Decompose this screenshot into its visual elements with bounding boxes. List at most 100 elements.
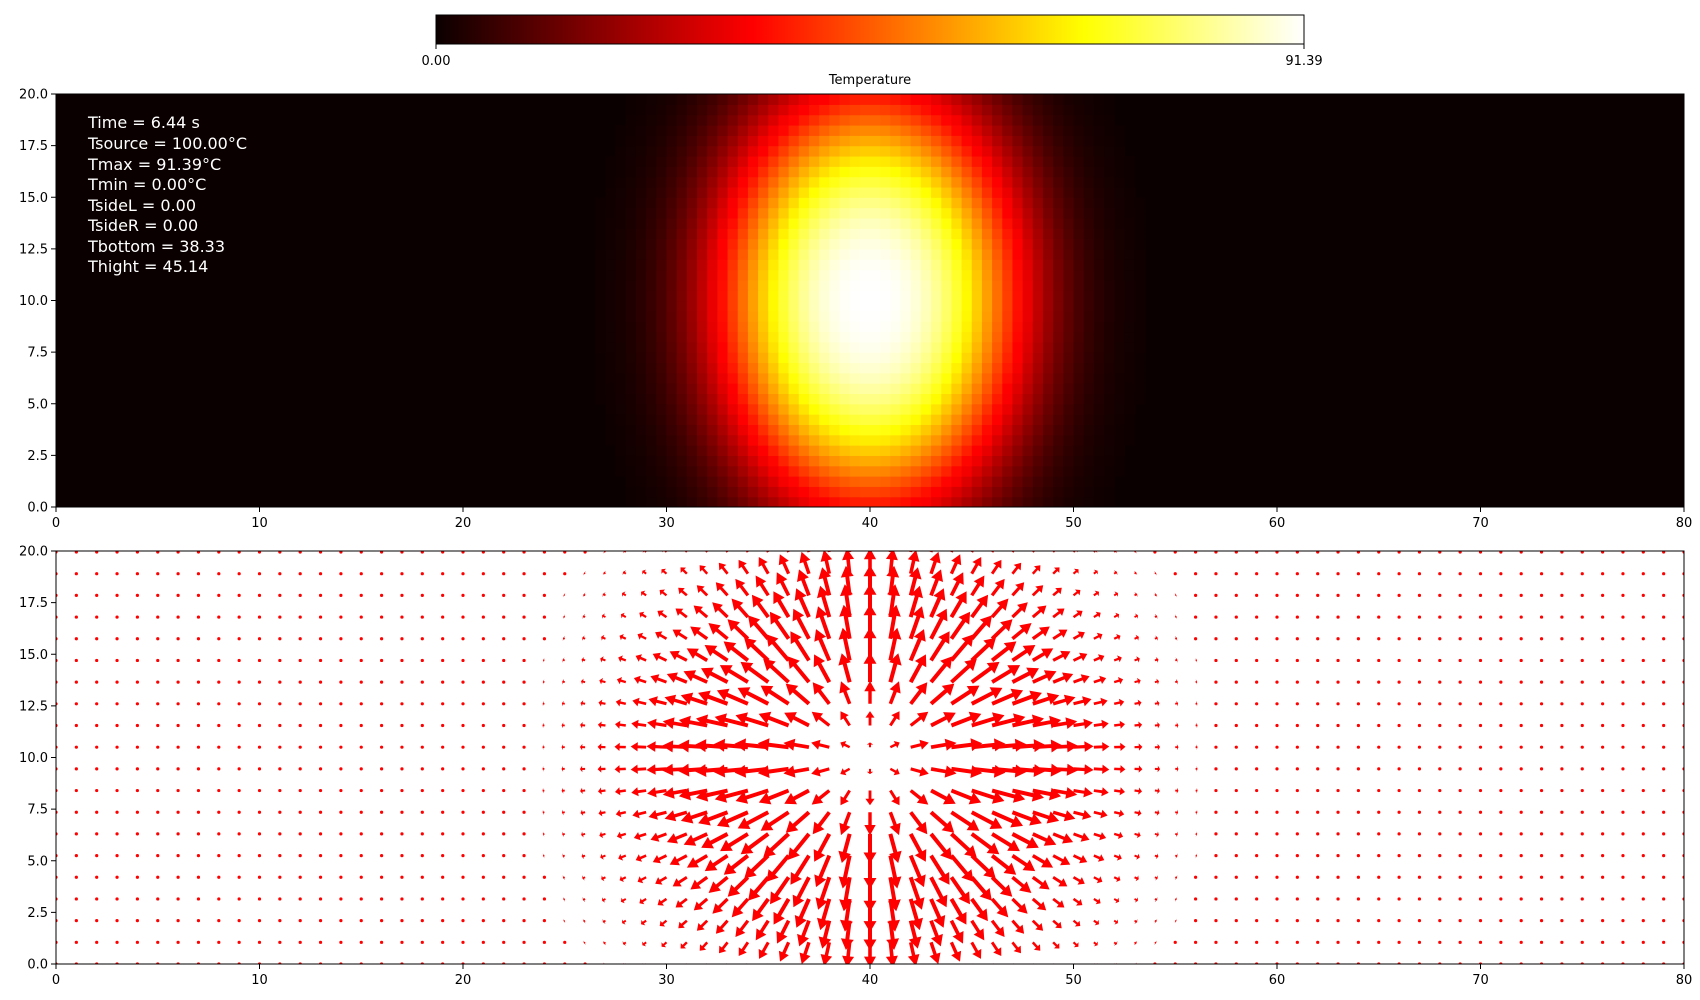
heatmap-cell [931, 300, 942, 312]
heatmap-cell [910, 496, 922, 507]
quiver-arrow [715, 919, 729, 934]
heatmap-cell [1002, 455, 1014, 467]
quiver-arrow [680, 567, 688, 575]
heatmap-cell [615, 279, 627, 291]
heatmap-cell [788, 248, 800, 260]
heatmap-cell [839, 248, 851, 260]
annotation-box: Time = 6.44 s Tsource = 100.00°C Tmax = … [87, 113, 247, 276]
heatmap-cell [697, 362, 708, 374]
heatmap-cell [646, 352, 657, 364]
heatmap-cell [1053, 321, 1064, 333]
heatmap-cell [941, 383, 953, 395]
heatmap-cell [707, 259, 718, 271]
quiver-arrow [737, 687, 770, 706]
heatmap-cell [849, 424, 861, 436]
heatmap-cell [1093, 486, 1105, 498]
heatmap-cell [1104, 383, 1115, 395]
heatmap-cell [890, 393, 902, 405]
quiver-arrow [683, 670, 708, 684]
heatmap-cell [625, 186, 637, 198]
heatmap-cell [900, 104, 912, 116]
heatmap-cell [798, 145, 810, 157]
quiver-dot [176, 637, 180, 641]
quiver-dot [522, 832, 526, 836]
quiver-arrow [1114, 765, 1126, 774]
heatmap-cell [870, 176, 881, 188]
heatmap-cell [595, 279, 607, 291]
heatmap-cell [971, 372, 983, 384]
heatmap-cell [1053, 331, 1064, 343]
heatmap-cell [1073, 290, 1085, 302]
quiver-dot [74, 810, 78, 814]
heatmap-cell [1083, 393, 1095, 405]
heatmap-cell [1053, 145, 1064, 157]
quiver-arrow [929, 551, 941, 575]
heatmap-cell [778, 445, 790, 456]
quiver-dot [481, 637, 485, 641]
heatmap-cell [1032, 383, 1044, 395]
heatmap-cell [1073, 445, 1085, 456]
heatmap-cell [920, 331, 932, 343]
heatmap-cell [666, 496, 678, 507]
heatmap-cell [605, 166, 617, 178]
quiver-dot [1316, 940, 1320, 944]
quiver-dot [522, 788, 526, 793]
heatmap-cell [859, 341, 871, 353]
quiver-dot [1356, 723, 1360, 728]
quiver-dot [1316, 551, 1320, 554]
heatmap-cell [1073, 114, 1085, 126]
heatmap-cell [1114, 465, 1125, 477]
heatmap-cell [1083, 197, 1095, 209]
quiver-dot [1438, 745, 1442, 749]
heatmap-cell [859, 383, 871, 395]
quiver-arrow [971, 963, 974, 964]
quiver-dot [135, 572, 139, 576]
quiver-arrow [889, 789, 900, 806]
heatmap-cell [1032, 476, 1044, 487]
quiver-dot [1560, 658, 1564, 663]
quiver-dot [196, 637, 201, 641]
heatmap-cell [839, 362, 851, 374]
quiver-dot [481, 702, 485, 706]
heatmap-cell [870, 321, 881, 333]
quiver-dot [502, 551, 506, 554]
heatmap-cell [758, 300, 769, 312]
heatmap-cell [1093, 279, 1105, 291]
heatmap-cell [1063, 300, 1075, 312]
heatmap-cell [1124, 414, 1136, 425]
heatmap-cell [931, 94, 942, 105]
quiver-arrow [1011, 919, 1025, 934]
heatmap-cell [625, 155, 637, 167]
heatmap-cell [646, 238, 657, 250]
heatmap-cell [849, 362, 861, 374]
heatmap-cell [747, 393, 759, 405]
y-tick-label: 20.0 [19, 545, 48, 560]
heatmap-cell [961, 341, 973, 353]
quiver-arrow [1175, 766, 1179, 772]
heatmap-cell [676, 434, 688, 446]
heatmap-cell [951, 135, 963, 147]
heatmap-cell [1053, 455, 1064, 467]
heatmap-cell [981, 434, 993, 446]
quiver-dot [156, 637, 160, 641]
quiver-dot [1295, 572, 1299, 576]
heatmap-cell [737, 372, 749, 384]
quiver-dot [156, 810, 160, 814]
heatmap-cell [666, 248, 678, 260]
heatmap-cell [839, 352, 851, 364]
quiver-arrow [580, 722, 586, 729]
quiver-dot [1458, 919, 1462, 923]
quiver-dot [339, 551, 343, 554]
heatmap-cell [819, 476, 830, 487]
heatmap-cell [676, 197, 688, 209]
quiver-dot [1601, 788, 1605, 793]
heatmap-cell [646, 476, 657, 487]
heatmap-cell [961, 155, 973, 167]
heatmap-cell [992, 362, 1003, 374]
heatmap-cell [788, 176, 800, 188]
heatmap-cell [758, 94, 769, 105]
heatmap-cell [890, 486, 902, 498]
heatmap-cell [625, 197, 637, 209]
heatmap-cell [768, 372, 780, 384]
heatmap-cell [1053, 362, 1064, 374]
